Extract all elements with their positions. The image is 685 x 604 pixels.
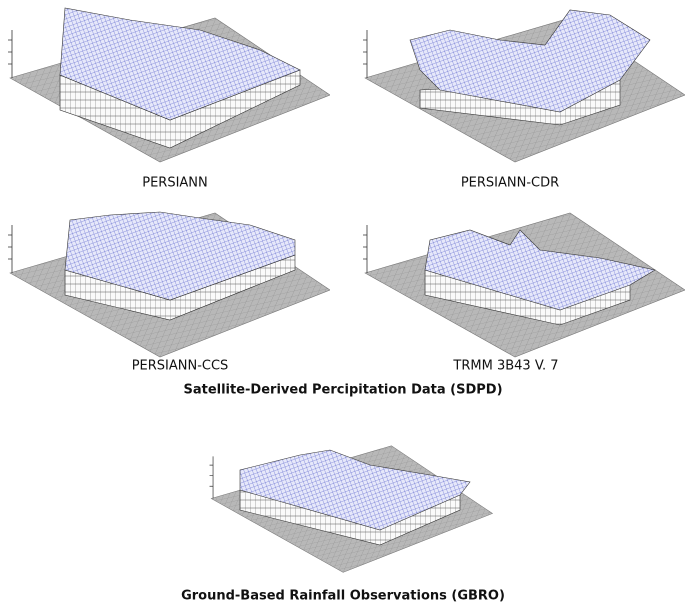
plot-gbro <box>209 445 493 573</box>
panel-label: TRMM 3B43 V. 7 <box>452 359 558 374</box>
plot-persiann-ccs <box>7 211 330 358</box>
plot-persiann <box>7 7 330 163</box>
plot-persiann-cdr <box>362 9 685 163</box>
section-title: Satellite-Derived Percipitation Data (SD… <box>183 383 502 398</box>
panel-label: PERSIANN-CDR <box>461 176 559 191</box>
panel-label: PERSIANN <box>142 176 208 191</box>
panel-label: PERSIANN-CCS <box>132 359 229 374</box>
plot-trmm <box>362 212 685 358</box>
section-title: Ground-Based Rainfall Observations (GBRO… <box>181 589 505 604</box>
